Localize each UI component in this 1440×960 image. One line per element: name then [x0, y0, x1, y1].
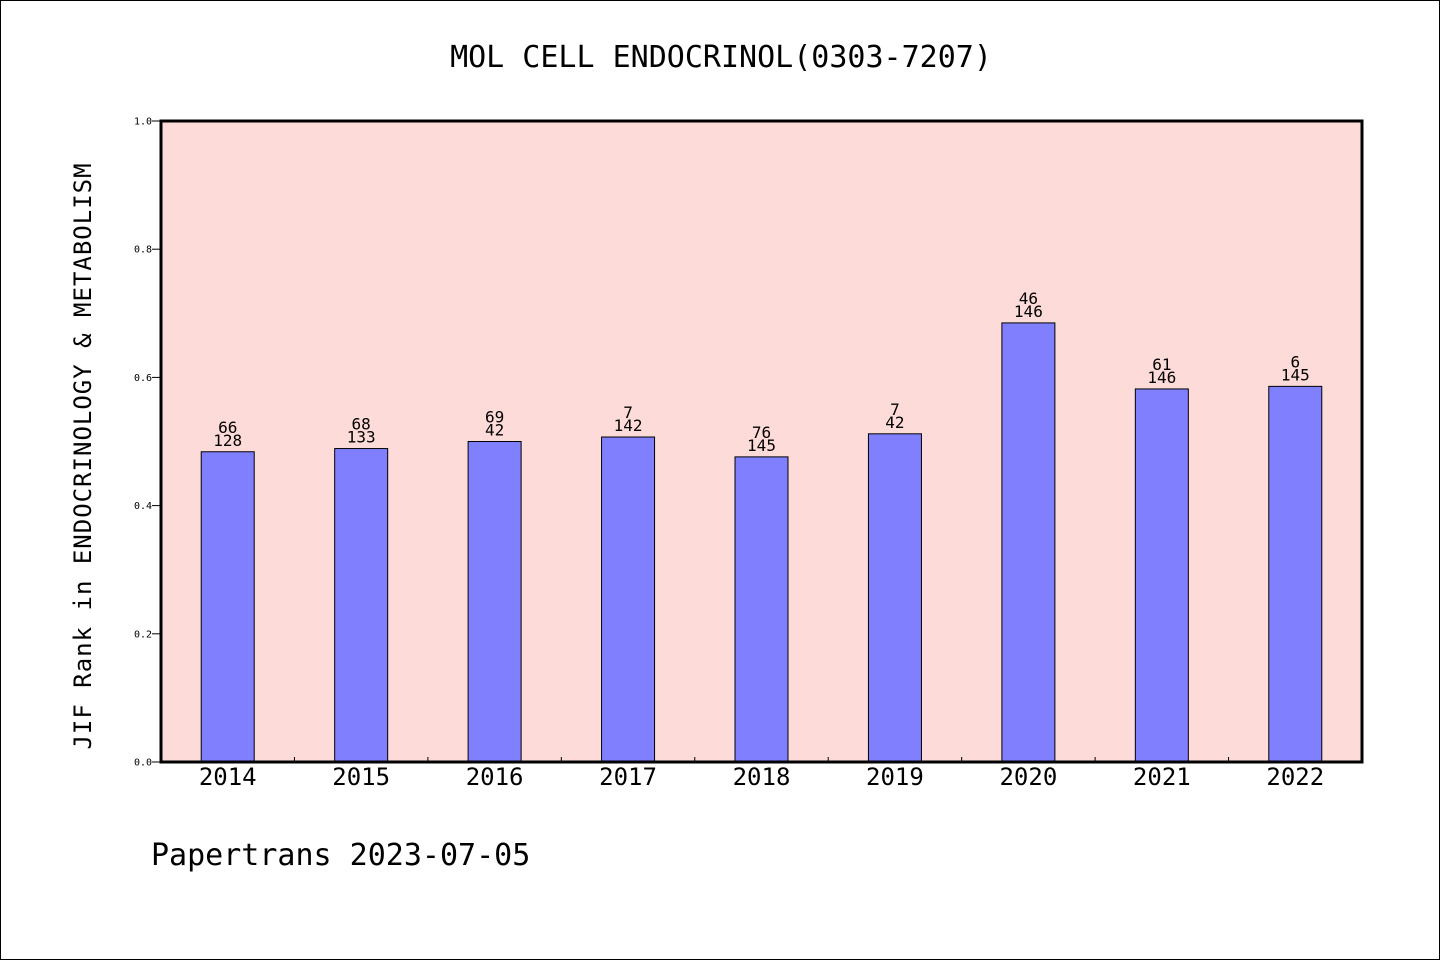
y-tick-label-0: 0.0 — [134, 758, 152, 769]
x-tick-label-2021: 2021 — [1133, 763, 1191, 791]
rank-label-2021: 61 — [1152, 355, 1171, 374]
y-axis: 0.0 0.2 0.4 0.6 0.8 1.0 — [134, 117, 161, 769]
total-label-2017: 142 — [614, 416, 643, 435]
total-label-2016: 42 — [485, 421, 504, 440]
y-tick-label-5: 1.0 — [134, 117, 152, 128]
chart-title: MOL CELL ENDOCRINOL(0303-7207) — [450, 40, 992, 75]
y-tick-label-3: 0.6 — [134, 373, 152, 384]
x-tick-label-2018: 2018 — [733, 763, 791, 791]
bar-2021 — [1134, 388, 1189, 763]
bar-2022 — [1268, 385, 1323, 763]
rank-label-2018: 76 — [752, 423, 771, 442]
bar-2014 — [200, 451, 255, 763]
rank-label-2017: 7 — [623, 403, 633, 422]
x-tick-label-2022: 2022 — [1266, 763, 1324, 791]
rank-label-2022: 6 — [1290, 352, 1300, 371]
bar-2016 — [467, 441, 522, 763]
plot-frame — [159, 119, 1364, 764]
x-tick-label-2014: 2014 — [199, 763, 257, 791]
total-label-2021: 146 — [1147, 368, 1176, 387]
x-tick-label-2016: 2016 — [466, 763, 524, 791]
y-tick-label-1: 0.2 — [134, 629, 152, 640]
rank-label-2015: 68 — [352, 415, 371, 434]
total-label-2020: 146 — [1014, 302, 1043, 321]
x-tick-label-2015: 2015 — [332, 763, 390, 791]
y-tick-label-2: 0.4 — [134, 501, 152, 512]
rank-label-2020: 46 — [1019, 289, 1038, 308]
x-tick-label-2019: 2019 — [866, 763, 924, 791]
x-tick-label-2017: 2017 — [599, 763, 657, 791]
total-label-2019: 42 — [885, 413, 904, 432]
rank-label-2016: 69 — [485, 408, 504, 427]
rank-label-2019: 7 — [890, 400, 900, 419]
x-axis: 2014 2015 2016 2017 2018 2019 2020 2021 2022 — [199, 757, 1324, 791]
total-label-2014: 128 — [213, 431, 242, 450]
total-label-2022: 145 — [1281, 365, 1310, 384]
bar-2020 — [1001, 322, 1056, 763]
bar-2019 — [867, 433, 922, 763]
rank-label-2014: 66 — [218, 418, 237, 437]
y-tick-label-4: 0.8 — [134, 245, 152, 256]
bar-2018 — [734, 456, 789, 763]
bar-2017 — [601, 436, 656, 763]
total-label-2018: 145 — [747, 436, 776, 455]
total-label-2015: 133 — [347, 428, 376, 447]
x-tick-label-2020: 2020 — [999, 763, 1057, 791]
y-axis-label: JIF Rank in ENDOCRINOLOGY & METABOLISM — [69, 162, 97, 749]
footer-date-text: Papertrans 2023-07-05 — [151, 838, 530, 873]
bar-series — [200, 322, 1323, 763]
bar-2015 — [334, 448, 389, 763]
